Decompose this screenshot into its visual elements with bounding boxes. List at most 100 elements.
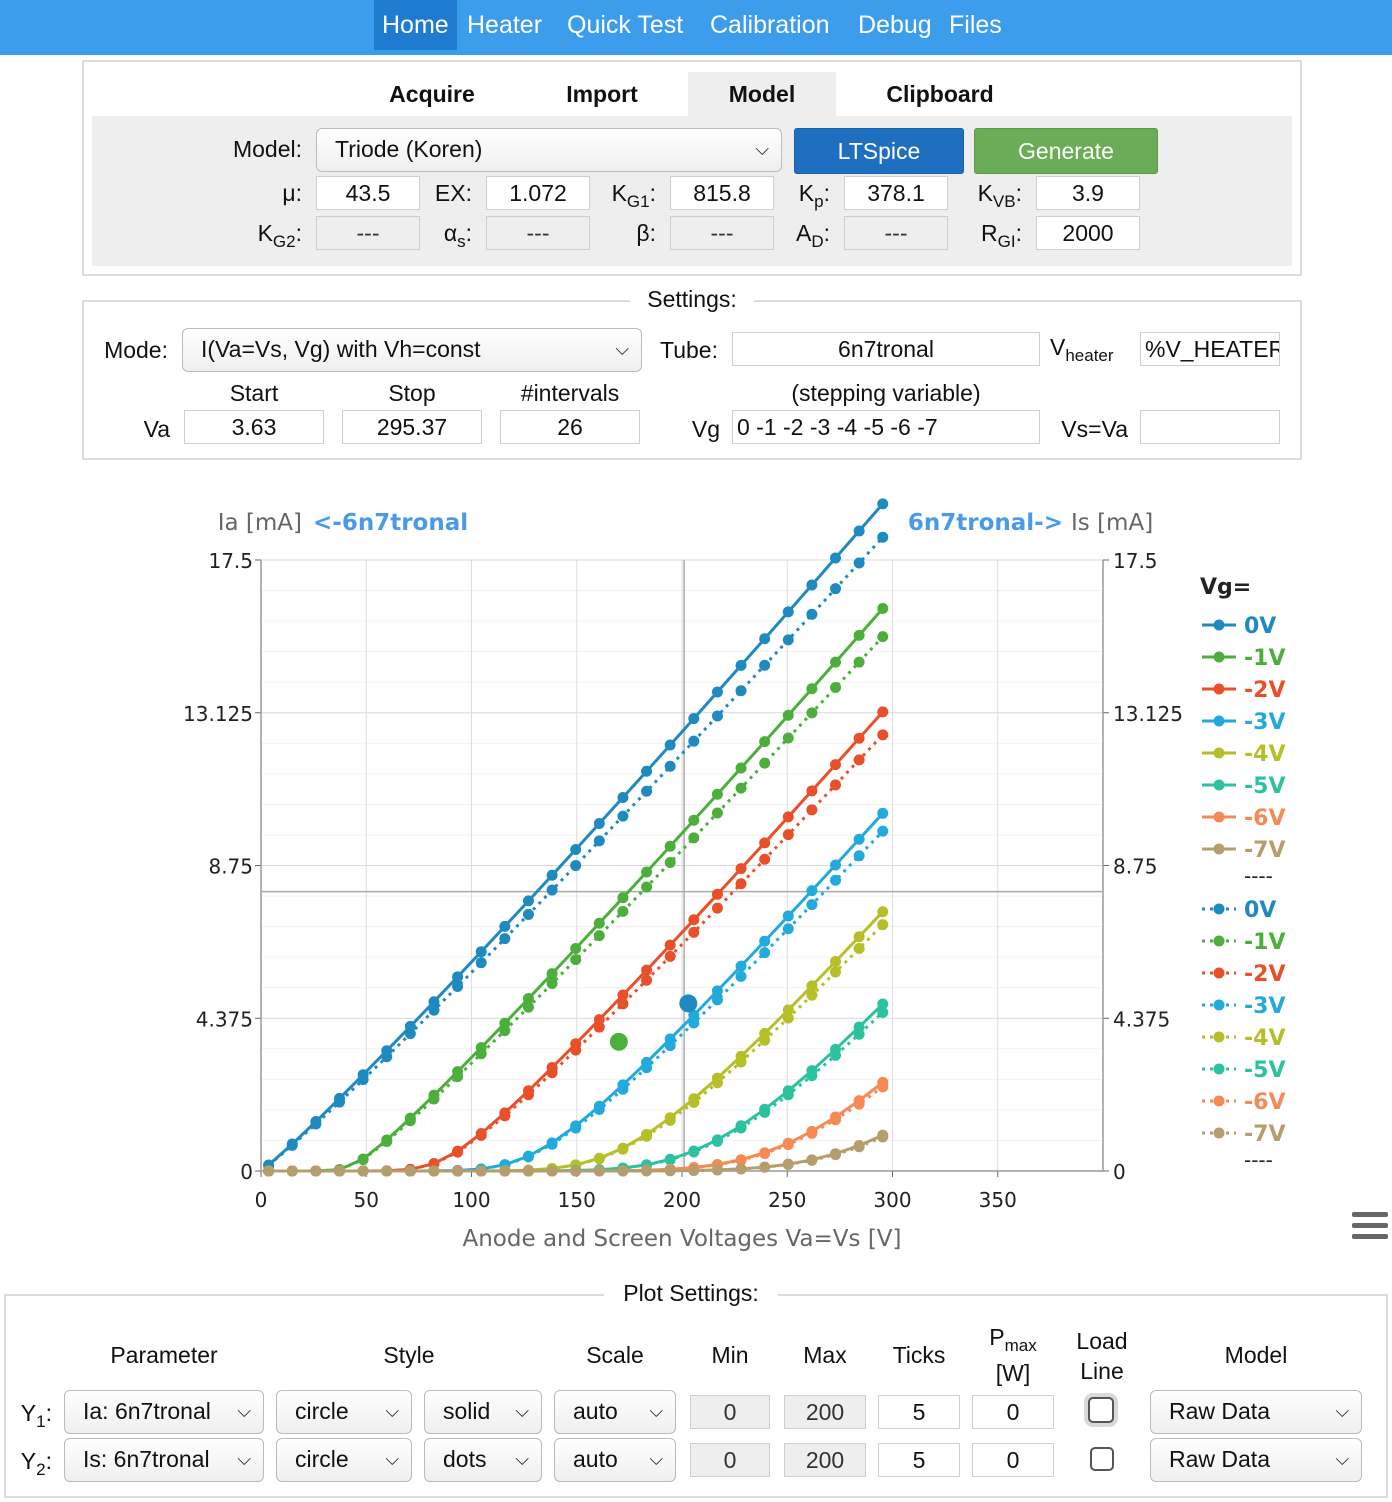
tab-acquire[interactable]: Acquire <box>389 81 475 107</box>
y2-line-select[interactable]: dots ⌵ <box>424 1438 542 1482</box>
param-mu-input[interactable]: 43.5 <box>316 176 420 210</box>
y2-tick-label: 8.75 <box>1113 855 1158 879</box>
ia-point <box>593 818 605 830</box>
va-stop-input[interactable]: 295.37 <box>342 410 482 444</box>
is-point <box>499 933 511 945</box>
y1-marker-select[interactable]: circle ⌵ <box>276 1390 412 1434</box>
is-point <box>688 1096 700 1108</box>
ia-point <box>499 920 511 932</box>
is-point <box>593 930 605 942</box>
ia-point <box>806 980 818 992</box>
is-point <box>428 1004 440 1016</box>
is-point <box>641 1062 653 1074</box>
is-point <box>877 531 889 543</box>
vg-input[interactable]: 0 -1 -2 -3 -4 -5 -6 -7 <box>732 410 1040 444</box>
y1-parameter-select[interactable]: Ia: 6n7tronal ⌵ <box>64 1390 264 1434</box>
is-point <box>711 710 723 722</box>
y2-scale-select[interactable]: auto ⌵ <box>554 1438 676 1482</box>
y1-tick-label: 8.75 <box>208 855 253 879</box>
settings-legend: Settings: <box>630 286 754 313</box>
ia-point <box>830 859 842 871</box>
is-point <box>452 1146 464 1158</box>
tab-import[interactable]: Import <box>566 81 638 107</box>
y2-min-input: 0 <box>690 1443 770 1477</box>
tab-model[interactable]: Model <box>688 72 836 116</box>
is-point <box>735 685 747 697</box>
header-ticks: Ticks <box>892 1342 946 1368</box>
ia-point <box>806 579 818 591</box>
vheater-input[interactable]: %V_HEATER% <box>1140 332 1280 366</box>
is-point <box>853 1028 865 1040</box>
y1-link[interactable]: <-6n7tronal <box>313 510 468 536</box>
param-kp-input[interactable]: 378.1 <box>844 176 948 210</box>
y2-marker-select[interactable]: circle ⌵ <box>276 1438 412 1482</box>
y2-pmax-input[interactable]: 0 <box>972 1443 1054 1477</box>
param-rgi-input[interactable]: 2000 <box>1036 216 1140 250</box>
va-intervals-input[interactable]: 26 <box>500 410 640 444</box>
is-point <box>522 908 534 920</box>
y1-ticks-input[interactable]: 5 <box>878 1395 960 1429</box>
is-point <box>759 1161 771 1173</box>
is-point <box>782 1159 794 1171</box>
y1-loadline-checkbox[interactable] <box>1088 1397 1114 1423</box>
param-alpha-label: αs: <box>443 220 472 251</box>
y1-scale-select[interactable]: auto ⌵ <box>554 1390 676 1434</box>
ia-point <box>853 525 865 537</box>
model-select[interactable]: Triode (Koren) ⌵ <box>316 128 782 172</box>
legend-label-is: -4V <box>1244 1026 1285 1051</box>
y2-model-select[interactable]: Raw Data ⌵ <box>1150 1438 1362 1482</box>
y1-tick-label: 13.125 <box>183 702 253 726</box>
legend-marker-ia <box>1213 651 1225 663</box>
ia-point <box>877 706 889 718</box>
is-point <box>428 1093 440 1105</box>
ia-point <box>853 833 865 845</box>
nav-heater[interactable]: Heater <box>467 11 543 39</box>
y1-model-select[interactable]: Raw Data ⌵ <box>1150 1390 1362 1434</box>
tube-input[interactable]: 6n7tronal <box>732 332 1040 366</box>
is-point <box>688 832 700 844</box>
y2-loadline-checkbox[interactable] <box>1090 1447 1114 1471</box>
param-ex-input[interactable]: 1.072 <box>486 176 590 210</box>
y1-line-select[interactable]: solid ⌵ <box>424 1390 542 1434</box>
y2-ticks-input[interactable]: 5 <box>878 1443 960 1477</box>
va-start-input[interactable]: 3.63 <box>184 410 324 444</box>
nav-files[interactable]: Files <box>949 11 1002 39</box>
ltspice-button[interactable]: LTSpice <box>794 128 964 174</box>
is-point <box>664 1154 676 1166</box>
is-point <box>877 729 889 741</box>
is-point <box>688 1146 700 1158</box>
ia-point <box>711 985 723 997</box>
ia-point <box>853 732 865 744</box>
chevron-down-icon: ⌵ <box>615 339 629 359</box>
is-point <box>381 1051 393 1063</box>
tab-clipboard[interactable]: Clipboard <box>886 81 994 107</box>
is-point <box>570 1122 582 1134</box>
is-point <box>617 1165 629 1177</box>
param-ad-label: AD: <box>795 220 830 251</box>
nav-debug[interactable]: Debug <box>858 11 932 39</box>
nav-calibration[interactable]: Calibration <box>710 11 830 39</box>
param-beta-label: β: <box>636 220 656 246</box>
y2-link[interactable]: 6n7tronal-> <box>908 510 1063 536</box>
ia-point <box>688 914 700 926</box>
param-kg1-input[interactable]: 815.8 <box>670 176 774 210</box>
y2-parameter-select[interactable]: Is: 6n7tronal ⌵ <box>64 1438 264 1482</box>
mode-select[interactable]: I(Va=Vs, Vg) with Vh=const ⌵ <box>182 328 642 372</box>
is-point <box>711 994 723 1006</box>
is-point <box>522 1151 534 1163</box>
param-kvb-input[interactable]: 3.9 <box>1036 176 1140 210</box>
y2-tick-label: 17.5 <box>1113 549 1158 573</box>
nav-quick-test[interactable]: Quick Test <box>567 11 684 39</box>
vs-input[interactable] <box>1140 410 1280 444</box>
legend-title: Vg= <box>1200 575 1251 600</box>
chevron-down-icon: ⌵ <box>755 139 769 159</box>
is-point <box>475 1129 487 1141</box>
is-point <box>853 754 865 766</box>
is-point <box>806 1070 818 1082</box>
y1-pmax-input[interactable]: 0 <box>972 1395 1054 1429</box>
y2-model-value: Raw Data <box>1169 1446 1270 1472</box>
nav-home[interactable]: Home <box>374 0 457 50</box>
generate-button[interactable]: Generate <box>974 128 1158 174</box>
hamburger-menu-icon[interactable] <box>1352 1212 1388 1240</box>
